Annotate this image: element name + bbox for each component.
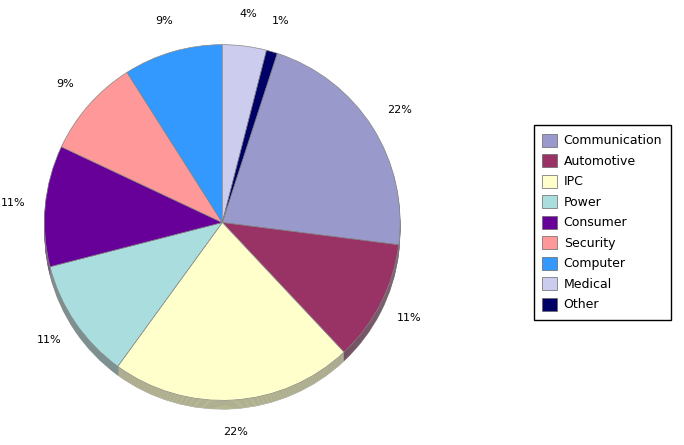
- Text: 11%: 11%: [36, 336, 61, 345]
- Text: 22%: 22%: [387, 105, 412, 115]
- Wedge shape: [222, 223, 399, 353]
- Wedge shape: [222, 62, 400, 254]
- Wedge shape: [62, 76, 222, 226]
- Wedge shape: [222, 228, 399, 358]
- Wedge shape: [44, 154, 222, 273]
- Wedge shape: [118, 230, 344, 408]
- Wedge shape: [222, 57, 277, 229]
- Wedge shape: [44, 152, 222, 272]
- Wedge shape: [118, 222, 344, 400]
- Wedge shape: [222, 61, 400, 253]
- Wedge shape: [127, 53, 222, 231]
- Wedge shape: [44, 149, 222, 269]
- Wedge shape: [222, 50, 277, 222]
- Wedge shape: [222, 53, 400, 245]
- Wedge shape: [222, 55, 277, 227]
- Wedge shape: [118, 226, 344, 404]
- Wedge shape: [127, 50, 222, 228]
- Text: 11%: 11%: [1, 198, 26, 208]
- Wedge shape: [222, 49, 267, 227]
- Wedge shape: [127, 49, 222, 227]
- Wedge shape: [118, 231, 344, 409]
- Wedge shape: [127, 47, 222, 225]
- Wedge shape: [62, 75, 222, 225]
- Legend: Communication, Automotive, IPC, Power, Consumer, Security, Computer, Medical, Ot: Communication, Automotive, IPC, Power, C…: [534, 125, 671, 320]
- Wedge shape: [222, 47, 267, 225]
- Wedge shape: [222, 226, 399, 356]
- Wedge shape: [44, 148, 222, 268]
- Wedge shape: [222, 53, 277, 226]
- Wedge shape: [44, 154, 222, 275]
- Wedge shape: [50, 228, 222, 372]
- Wedge shape: [44, 156, 222, 275]
- Wedge shape: [222, 230, 399, 360]
- Wedge shape: [222, 53, 267, 230]
- Text: 22%: 22%: [223, 427, 248, 437]
- Wedge shape: [62, 79, 222, 229]
- Wedge shape: [62, 73, 222, 222]
- Wedge shape: [222, 50, 267, 228]
- Wedge shape: [127, 46, 222, 223]
- Wedge shape: [62, 78, 222, 228]
- Text: 9%: 9%: [56, 79, 74, 89]
- Wedge shape: [222, 51, 277, 223]
- Wedge shape: [222, 48, 267, 226]
- Wedge shape: [222, 229, 399, 359]
- Wedge shape: [44, 147, 222, 267]
- Wedge shape: [62, 73, 222, 223]
- Wedge shape: [222, 231, 399, 361]
- Wedge shape: [62, 77, 222, 227]
- Wedge shape: [222, 222, 399, 352]
- Wedge shape: [222, 227, 399, 356]
- Wedge shape: [62, 80, 222, 230]
- Wedge shape: [222, 56, 400, 247]
- Wedge shape: [127, 51, 222, 229]
- Wedge shape: [118, 225, 344, 403]
- Wedge shape: [222, 46, 267, 223]
- Wedge shape: [222, 44, 267, 222]
- Wedge shape: [44, 151, 222, 271]
- Wedge shape: [127, 53, 222, 230]
- Wedge shape: [222, 59, 277, 231]
- Wedge shape: [222, 60, 400, 251]
- Wedge shape: [222, 58, 277, 230]
- Wedge shape: [222, 54, 400, 246]
- Wedge shape: [50, 230, 222, 374]
- Wedge shape: [44, 150, 222, 270]
- Wedge shape: [222, 58, 400, 249]
- Wedge shape: [222, 57, 400, 248]
- Text: 11%: 11%: [397, 313, 421, 323]
- Wedge shape: [222, 51, 267, 229]
- Wedge shape: [127, 44, 222, 222]
- Wedge shape: [222, 56, 277, 228]
- Wedge shape: [222, 53, 267, 231]
- Wedge shape: [222, 59, 400, 251]
- Wedge shape: [222, 53, 277, 225]
- Wedge shape: [222, 225, 399, 354]
- Wedge shape: [118, 228, 344, 406]
- Wedge shape: [62, 81, 222, 231]
- Wedge shape: [50, 223, 222, 368]
- Wedge shape: [50, 225, 222, 368]
- Wedge shape: [127, 48, 222, 226]
- Wedge shape: [118, 229, 344, 407]
- Wedge shape: [50, 231, 222, 375]
- Wedge shape: [50, 226, 222, 370]
- Wedge shape: [50, 229, 222, 373]
- Text: 4%: 4%: [239, 9, 257, 19]
- Wedge shape: [50, 227, 222, 371]
- Wedge shape: [50, 222, 222, 366]
- Wedge shape: [118, 227, 344, 405]
- Text: 1%: 1%: [272, 16, 289, 26]
- Wedge shape: [118, 223, 344, 401]
- Text: 9%: 9%: [155, 16, 172, 26]
